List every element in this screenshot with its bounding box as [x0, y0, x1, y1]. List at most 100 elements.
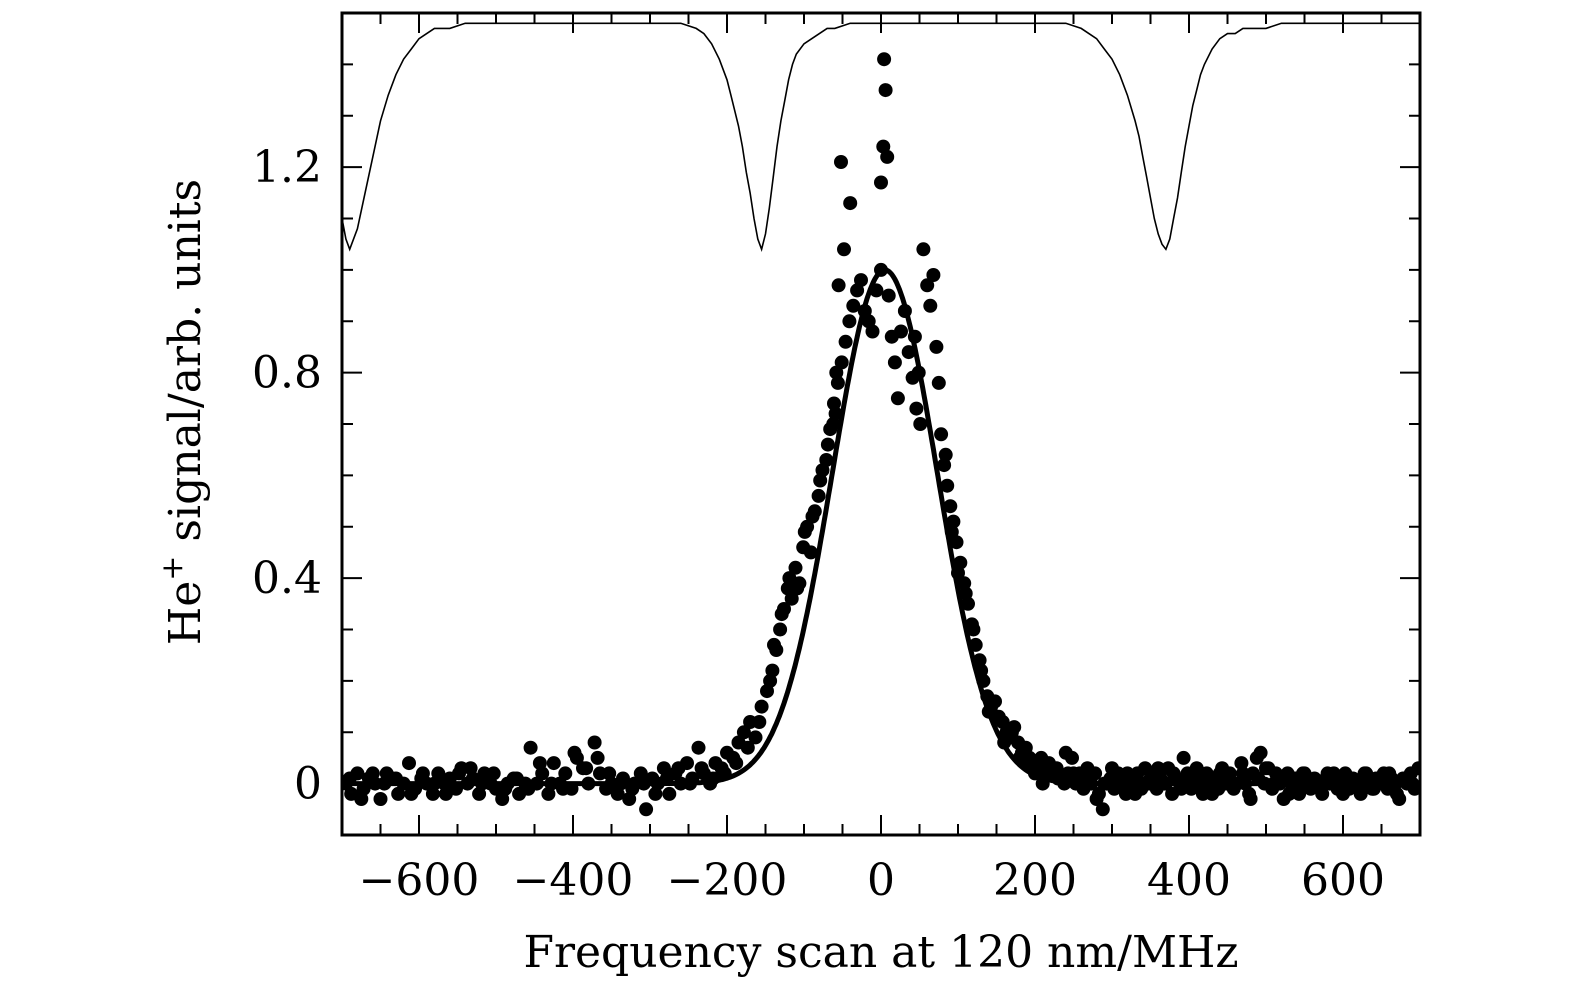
data-point: [938, 447, 953, 462]
data-point: [556, 781, 570, 796]
data-point: [923, 298, 938, 313]
data-point: [782, 571, 797, 586]
data-point: [763, 673, 778, 688]
data-point: [1151, 761, 1166, 776]
data-point: [691, 740, 706, 755]
data-point: [463, 761, 478, 776]
data-point: [944, 524, 959, 539]
data-point: [1382, 766, 1397, 781]
data-point: [1143, 771, 1158, 786]
data-point: [805, 509, 820, 524]
x-tick-label: 200: [993, 855, 1077, 906]
data-point: [1174, 781, 1189, 796]
x-tick-label: 600: [1301, 855, 1385, 906]
data-point: [934, 427, 949, 442]
y-axis-tick-labels: 0 0.4 0.8 1.2: [252, 142, 322, 810]
data-point: [425, 786, 440, 801]
data-point: [940, 478, 955, 493]
data-point: [452, 766, 466, 781]
data-point: [773, 622, 788, 637]
x-tick-label: −200: [667, 855, 788, 906]
data-point: [1297, 766, 1312, 781]
y-axis-label-suffix: signal/arb. units: [160, 179, 211, 556]
reference-trace-line: [342, 22, 1420, 252]
data-point: [989, 709, 1004, 724]
y-tick-label: 0: [294, 759, 322, 810]
data-point: [475, 776, 490, 791]
data-point: [929, 339, 944, 354]
data-point: [354, 792, 369, 806]
data-point: [946, 514, 961, 529]
data-point: [683, 776, 697, 791]
data-point: [937, 458, 952, 473]
data-point: [1112, 776, 1127, 791]
data-point: [717, 766, 732, 781]
data-point: [966, 622, 981, 637]
data-point: [958, 586, 973, 601]
data-point: [579, 761, 594, 776]
data-point: [754, 699, 769, 714]
data-point: [1411, 761, 1420, 776]
y-tick-label: 0.8: [252, 348, 322, 399]
data-point: [811, 488, 826, 503]
data-point: [1158, 776, 1173, 791]
data-point: [402, 756, 416, 771]
data-point: [1259, 761, 1273, 776]
data-point: [1081, 771, 1096, 786]
data-point: [876, 139, 891, 154]
data-point: [813, 473, 828, 488]
data-point: [740, 740, 755, 755]
data-point: [897, 304, 912, 318]
data-point: [415, 766, 430, 781]
data-point: [887, 355, 902, 370]
y-axis-label-superscript: +: [155, 556, 190, 581]
data-point: [342, 771, 357, 786]
data-point: [1097, 776, 1112, 791]
data-point: [1189, 761, 1204, 776]
data-point: [997, 735, 1012, 750]
data-point: [748, 730, 763, 745]
data-point: [404, 786, 419, 801]
data-point: [974, 663, 989, 678]
gaussian-fit-line: [342, 267, 1420, 787]
data-point: [523, 740, 538, 755]
data-point: [784, 591, 799, 606]
x-tick-label: −400: [513, 855, 634, 906]
data-point: [1058, 745, 1073, 760]
data-point: [1389, 786, 1404, 801]
data-point: [830, 375, 845, 390]
reference-trace: [342, 22, 1420, 252]
data-point: [509, 771, 524, 786]
data-point: [581, 776, 596, 791]
data-point: [943, 499, 958, 514]
data-point: [869, 283, 884, 298]
data-point: [988, 694, 1002, 709]
data-point: [1351, 776, 1366, 791]
data-point: [767, 637, 781, 652]
data-point: [820, 437, 835, 452]
data-point: [819, 453, 834, 467]
data-point: [831, 278, 846, 293]
data-point: [648, 786, 663, 801]
data-point: [972, 653, 987, 668]
data-point: [838, 334, 853, 349]
data-point: [907, 329, 922, 344]
data-points: [342, 52, 1420, 817]
data-point: [828, 406, 843, 421]
data-point: [1020, 756, 1035, 771]
data-point: [1336, 786, 1350, 801]
data-point: [1251, 771, 1266, 786]
data-point: [774, 607, 789, 622]
data-point: [843, 196, 858, 211]
data-point: [1359, 766, 1374, 781]
data-point: [877, 52, 892, 67]
data-point: [1089, 792, 1104, 806]
data-point: [486, 766, 501, 781]
data-point: [1166, 766, 1181, 781]
data-point: [1312, 781, 1327, 796]
data-point: [1095, 802, 1110, 817]
data-point: [438, 786, 453, 801]
data-point: [1176, 750, 1191, 765]
data-point: [377, 776, 392, 791]
